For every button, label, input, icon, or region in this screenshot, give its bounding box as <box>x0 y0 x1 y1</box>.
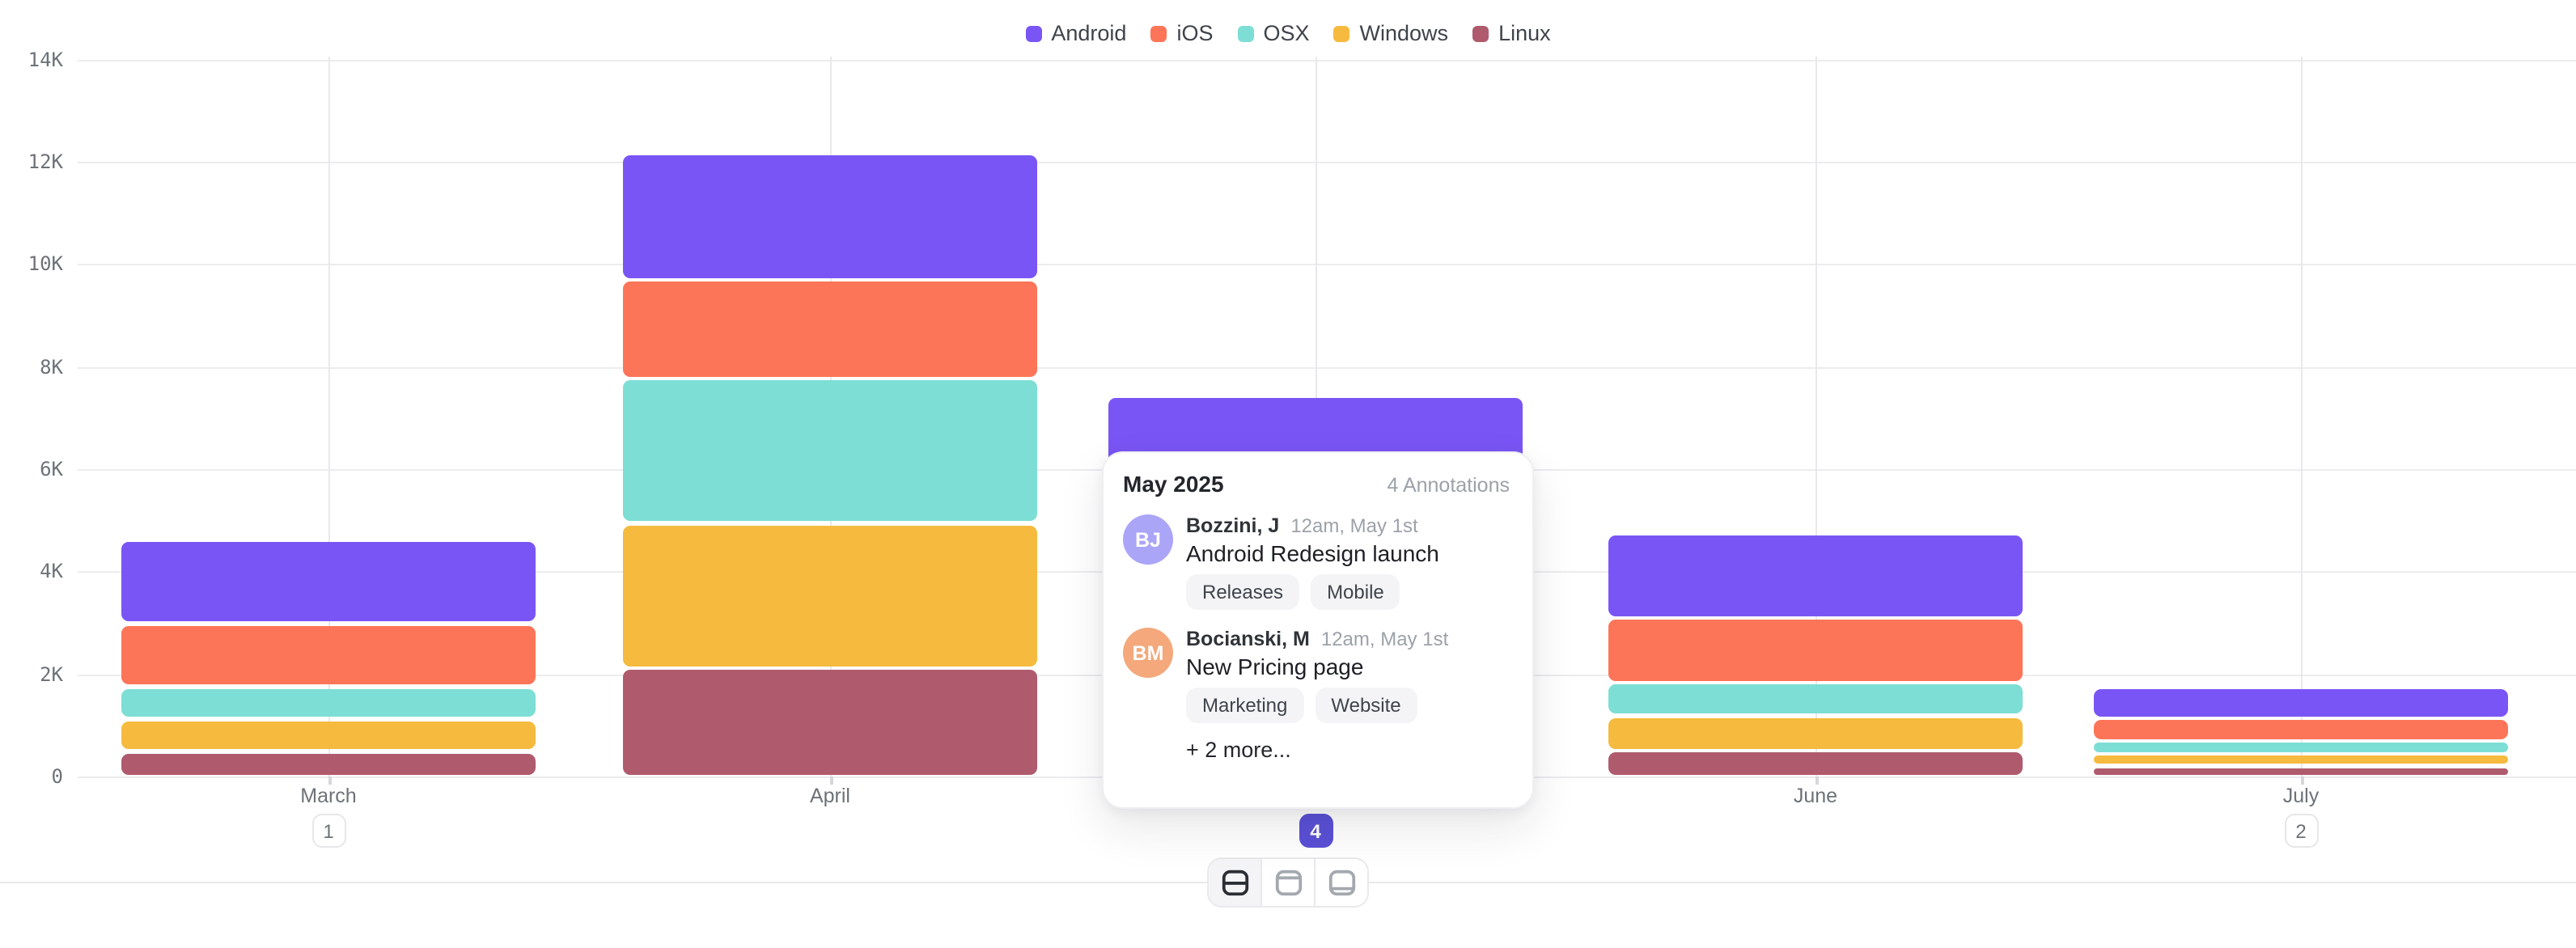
x-axis-label-march: March <box>300 785 357 807</box>
gridline-y <box>78 59 2576 61</box>
legend-label: Windows <box>1359 21 1449 45</box>
y-axis-tick-label: 14K <box>28 48 63 71</box>
gridline-x <box>328 57 330 777</box>
legend-item-windows[interactable]: Windows <box>1333 21 1449 45</box>
tag-pill[interactable]: Marketing <box>1186 688 1304 723</box>
bar-segment-june-android[interactable] <box>1608 535 2023 616</box>
annotation-meta: Bozzini, J 12am, May 1st <box>1186 514 1510 537</box>
legend-swatch-icon <box>1150 25 1167 41</box>
y-axis-tick-label: 2K <box>40 662 63 686</box>
tooltip-annotation-count: 4 Annotations <box>1387 474 1510 497</box>
annotations-tooltip: May 2025 4 Annotations BJ Bozzini, J 12am,… <box>1102 451 1534 809</box>
x-axis-tick <box>2301 777 2303 785</box>
bar-segment-april-android[interactable] <box>623 155 1037 278</box>
annotation-body: Bocianski, M 12am, May 1st New Pricing pag… <box>1186 628 1510 723</box>
bar-segment-july-ios[interactable] <box>2094 719 2508 739</box>
x-axis-label-july: July <box>2282 785 2320 807</box>
bar-segment-april-ios[interactable] <box>623 281 1037 377</box>
annotation-entry: BJ Bozzini, J 12am, May 1st Android Redesig… <box>1123 514 1510 610</box>
y-axis-tick-label: 4K <box>40 560 63 583</box>
annotation-timestamp: 12am, May 1st <box>1320 628 1449 650</box>
x-axis-tick <box>328 777 331 785</box>
bar-segment-march-osx[interactable] <box>121 688 536 717</box>
bar-segment-july-android[interactable] <box>2094 688 2508 717</box>
gridline-y <box>78 264 2576 266</box>
legend-label: iOS <box>1176 21 1214 45</box>
view-button-header-panel[interactable] <box>1260 859 1314 906</box>
bar-segment-april-osx[interactable] <box>623 379 1037 522</box>
tag-pill[interactable]: Website <box>1315 688 1417 723</box>
tag-pill[interactable]: Mobile <box>1311 574 1400 610</box>
bar-segment-april-linux[interactable] <box>623 670 1037 776</box>
legend-item-ios[interactable]: iOS <box>1150 21 1214 45</box>
legend-swatch-icon <box>1333 25 1350 41</box>
bar-segment-march-android[interactable] <box>121 542 536 622</box>
bar-segment-march-ios[interactable] <box>121 625 536 685</box>
bar-segment-july-osx[interactable] <box>2094 743 2508 752</box>
annotation-count-badge-may[interactable]: 4 <box>1299 814 1332 848</box>
tooltip-header: May 2025 4 Annotations <box>1123 471 1510 497</box>
avatar: BM <box>1123 628 1173 678</box>
legend-swatch-icon <box>1237 25 1254 41</box>
legend-label: Linux <box>1498 21 1551 45</box>
annotation-tags: Marketing Website <box>1186 688 1510 723</box>
legend-label: OSX <box>1263 21 1310 45</box>
bar-segment-april-windows[interactable] <box>623 525 1037 667</box>
bar-segment-june-windows[interactable] <box>1608 717 2023 749</box>
annotation-text: Android Redesign launch <box>1186 540 1439 566</box>
annotation-entry: BM Bocianski, M 12am, May 1st New Pricing p… <box>1123 628 1510 723</box>
y-axis-tick-label: 8K <box>40 355 63 379</box>
chart-legend: Android iOS OSX Windows Linux <box>0 21 2576 45</box>
tooltip-title: May 2025 <box>1123 471 1224 497</box>
gridline-x <box>1815 57 1817 777</box>
header-panel-icon <box>1274 870 1302 896</box>
legend-label: Android <box>1051 21 1127 45</box>
tag-pill[interactable]: Releases <box>1186 574 1300 610</box>
tooltip-entries: BJ Bozzini, J 12am, May 1st Android Redesig… <box>1123 514 1510 723</box>
bar-segment-june-ios[interactable] <box>1608 620 2023 682</box>
bar-segment-june-osx[interactable] <box>1608 684 2023 714</box>
annotation-count-badge-march[interactable]: 1 <box>311 814 345 848</box>
x-axis-label-june: June <box>1793 785 1838 807</box>
y-axis-tick-label: 6K <box>40 458 63 481</box>
view-button-footer-panel[interactable] <box>1314 859 1367 906</box>
show-more-annotations-link[interactable]: + 2 more... <box>1186 738 1291 762</box>
avatar: BJ <box>1123 514 1173 565</box>
annotation-text: New Pricing page <box>1186 654 1364 679</box>
gridline-y <box>78 366 2576 369</box>
annotation-author: Bozzini, J <box>1186 514 1280 537</box>
split-rows-icon <box>1221 870 1248 896</box>
annotation-meta: Bocianski, M 12am, May 1st <box>1186 628 1510 650</box>
annotation-tags: Releases Mobile <box>1186 574 1510 610</box>
annotation-body: Bozzini, J 12am, May 1st Android Redesign … <box>1186 514 1510 610</box>
gridline-x <box>2301 57 2303 777</box>
bar-segment-june-linux[interactable] <box>1608 752 2023 776</box>
annotation-count-badge-july[interactable]: 2 <box>2284 814 2318 848</box>
view-button-split-rows[interactable] <box>1209 859 1260 906</box>
view-switcher <box>1207 857 1369 908</box>
x-axis-tick <box>830 777 833 785</box>
y-axis-tick-label: 0 <box>51 765 63 788</box>
annotation-author: Bocianski, M <box>1186 628 1310 650</box>
y-axis-tick-label: 10K <box>28 252 63 276</box>
x-axis-label-april: April <box>809 785 850 807</box>
y-axis-tick-label: 12K <box>28 150 63 174</box>
annotation-timestamp: 12am, May 1st <box>1290 514 1418 537</box>
legend-swatch-icon <box>1472 25 1489 41</box>
legend-item-linux[interactable]: Linux <box>1472 21 1551 45</box>
bar-segment-march-linux[interactable] <box>121 753 536 776</box>
bar-segment-july-linux[interactable] <box>2094 768 2508 776</box>
legend-swatch-icon <box>1025 25 1042 41</box>
legend-item-android[interactable]: Android <box>1025 21 1126 45</box>
gridline-y <box>78 162 2576 164</box>
footer-panel-icon <box>1328 870 1355 896</box>
bar-segment-july-windows[interactable] <box>2094 755 2508 764</box>
legend-item-osx[interactable]: OSX <box>1237 21 1310 45</box>
bar-segment-march-windows[interactable] <box>121 721 536 750</box>
x-axis-tick <box>1815 777 1818 785</box>
